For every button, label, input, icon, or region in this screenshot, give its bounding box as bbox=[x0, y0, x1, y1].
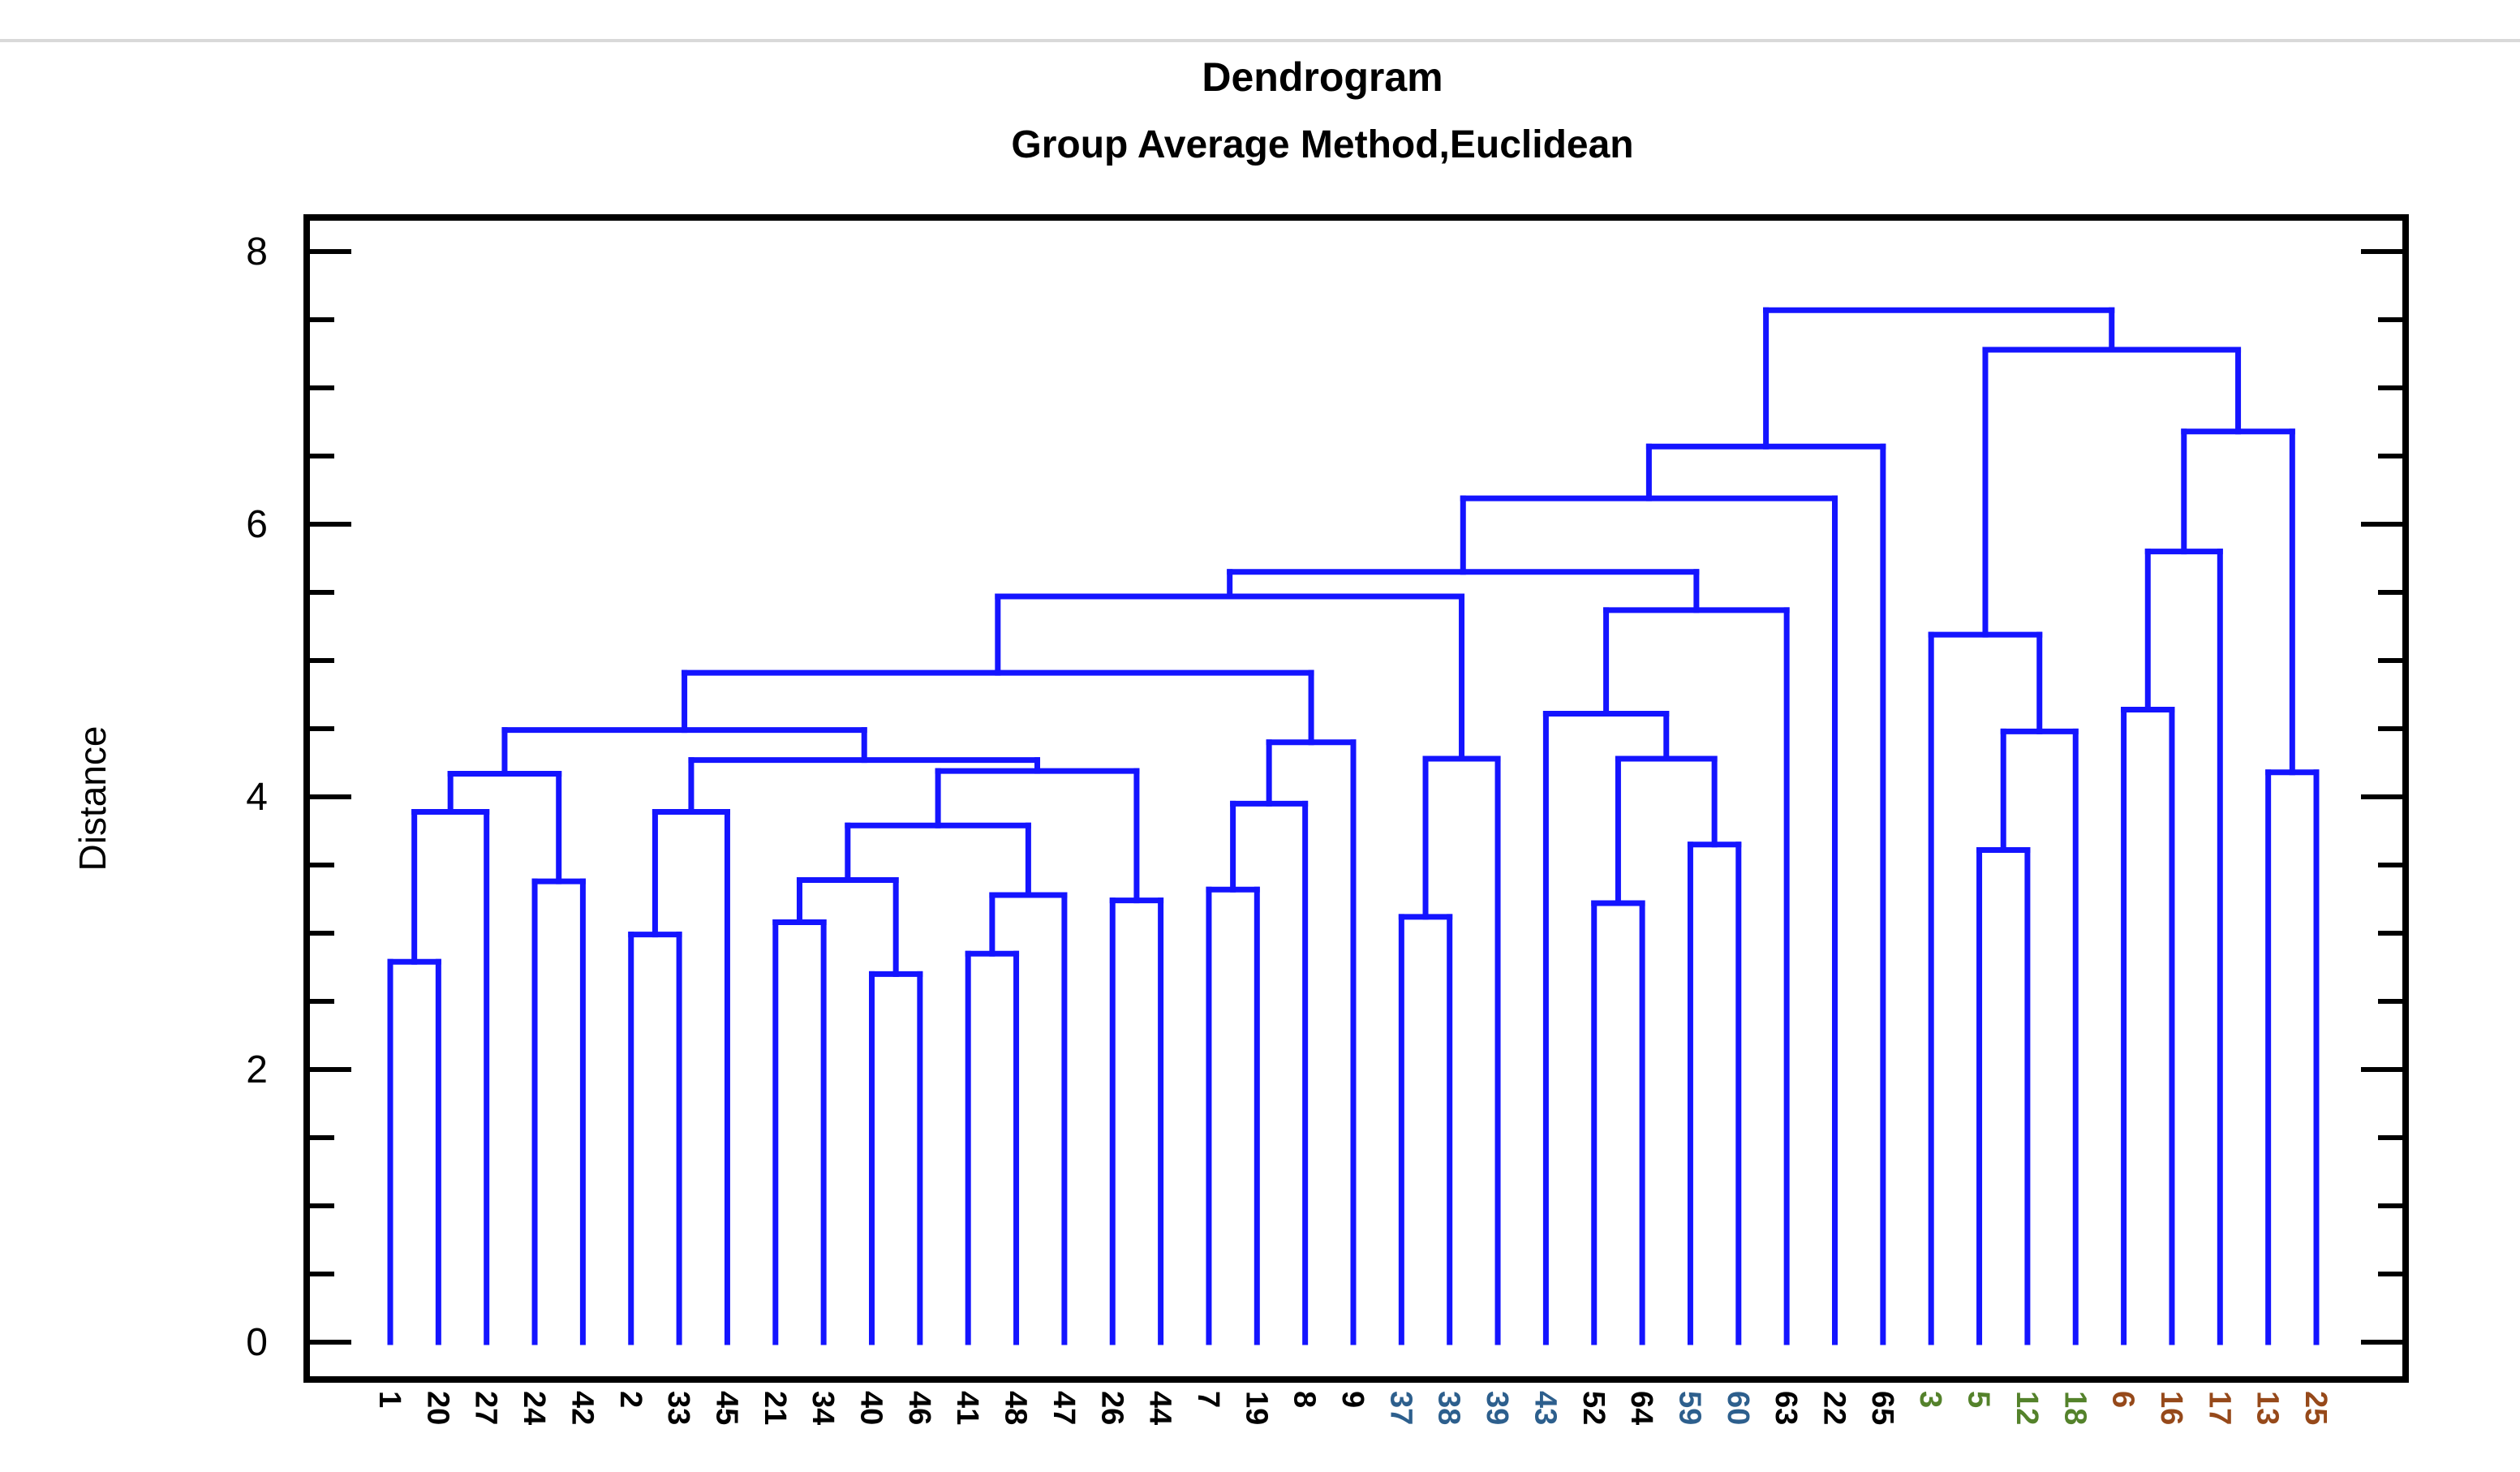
leaf-label: 9 bbox=[1335, 1391, 1370, 1408]
leaf-label: 37 bbox=[1383, 1391, 1417, 1425]
leaf-label: 44 bbox=[1143, 1391, 1177, 1425]
leaf-label: 3 bbox=[1913, 1391, 1947, 1408]
leaf-label: 59 bbox=[1672, 1391, 1706, 1425]
y-tick-label: 6 bbox=[246, 503, 268, 546]
leaf-label: 17 bbox=[2202, 1391, 2236, 1425]
y-tick-label: 8 bbox=[246, 230, 268, 273]
y-axis-label: Distance bbox=[71, 726, 114, 872]
leaf-label: 60 bbox=[1721, 1391, 1755, 1425]
leaf-label: 63 bbox=[1769, 1391, 1803, 1425]
leaf-label: 6 bbox=[2106, 1391, 2140, 1408]
leaf-label: 24 bbox=[517, 1391, 551, 1425]
leaf-label: 48 bbox=[999, 1391, 1033, 1425]
leaf-label: 5 bbox=[1962, 1391, 1996, 1408]
leaf-label: 42 bbox=[565, 1391, 599, 1425]
leaf-label: 46 bbox=[902, 1391, 936, 1425]
y-tick-label: 4 bbox=[246, 776, 268, 819]
leaf-label: 2 bbox=[613, 1391, 647, 1408]
leaf-label: 8 bbox=[1288, 1391, 1322, 1408]
leaf-label: 34 bbox=[806, 1391, 840, 1425]
chart-subtitle: Group Average Method,Euclidean bbox=[1011, 123, 1633, 166]
leaf-label: 65 bbox=[1865, 1391, 1899, 1425]
leaf-label: 64 bbox=[1624, 1391, 1658, 1425]
leaf-label: 39 bbox=[1480, 1391, 1514, 1425]
leaf-label: 43 bbox=[1528, 1391, 1562, 1425]
leaf-label: 27 bbox=[469, 1391, 503, 1425]
leaf-label: 25 bbox=[2299, 1391, 2333, 1425]
leaf-label: 21 bbox=[758, 1391, 792, 1425]
leaf-label: 12 bbox=[2010, 1391, 2044, 1425]
leaf-label: 38 bbox=[1432, 1391, 1466, 1425]
leaf-label: 40 bbox=[854, 1391, 888, 1425]
leaf-label: 16 bbox=[2154, 1391, 2188, 1425]
leaf-label: 20 bbox=[420, 1391, 454, 1425]
leaf-label: 26 bbox=[1094, 1391, 1129, 1425]
leaf-label: 45 bbox=[709, 1391, 743, 1425]
leaf-label: 13 bbox=[2251, 1391, 2285, 1425]
leaf-label: 19 bbox=[1239, 1391, 1273, 1425]
leaf-label: 1 bbox=[372, 1391, 406, 1408]
leaf-label: 18 bbox=[2058, 1391, 2092, 1425]
leaf-label: 22 bbox=[1817, 1391, 1851, 1425]
chart-title: Dendrogram bbox=[1202, 54, 1443, 100]
leaf-label: 33 bbox=[661, 1391, 695, 1425]
leaf-label: 41 bbox=[950, 1391, 984, 1425]
leaf-label: 47 bbox=[1047, 1391, 1081, 1425]
y-tick-label: 2 bbox=[246, 1048, 268, 1091]
y-tick-label: 0 bbox=[246, 1321, 268, 1364]
leaf-label: 7 bbox=[1191, 1391, 1225, 1408]
leaf-label: 52 bbox=[1576, 1391, 1610, 1425]
